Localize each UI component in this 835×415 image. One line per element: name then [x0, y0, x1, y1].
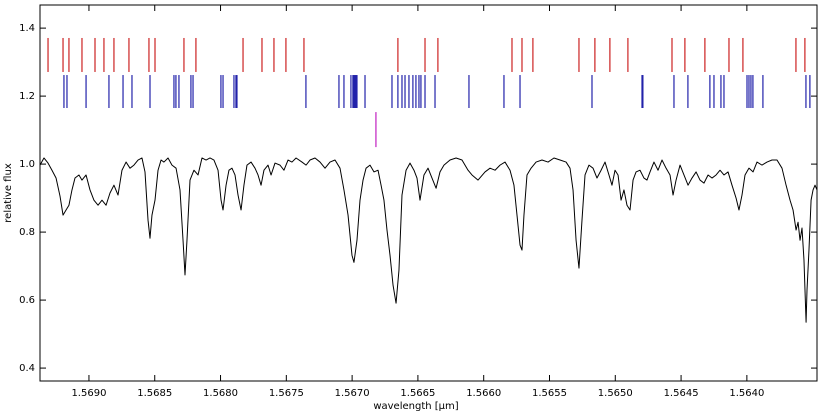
plot-frame — [39, 4, 818, 382]
y-tick-label: 1.4 — [19, 23, 35, 34]
x-tick-label: 1.5665 — [400, 388, 435, 399]
x-axis-label: wavelength [μm] — [373, 401, 458, 412]
y-axis-label: relative flux — [3, 163, 14, 223]
x-tick-label: 1.5680 — [203, 388, 238, 399]
x-tick-label: 1.5660 — [466, 388, 501, 399]
x-tick-label: 1.5650 — [598, 388, 633, 399]
x-tick-label: 1.5645 — [664, 388, 699, 399]
spectrum-line — [39, 157, 818, 323]
y-tick-label: 1.0 — [19, 159, 35, 170]
y-tick-label: 0.6 — [19, 295, 35, 306]
y-tick-label: 0.8 — [19, 227, 35, 238]
x-tick-label: 1.5675 — [269, 388, 304, 399]
y-tick-label: 0.4 — [19, 363, 35, 374]
x-tick-label: 1.5670 — [335, 388, 370, 399]
x-tick-label: 1.5685 — [137, 388, 172, 399]
x-tick-label: 1.5690 — [71, 388, 106, 399]
y-tick-label: 1.2 — [19, 91, 35, 102]
x-tick-label: 1.5640 — [729, 388, 764, 399]
x-tick-label: 1.5655 — [532, 388, 567, 399]
